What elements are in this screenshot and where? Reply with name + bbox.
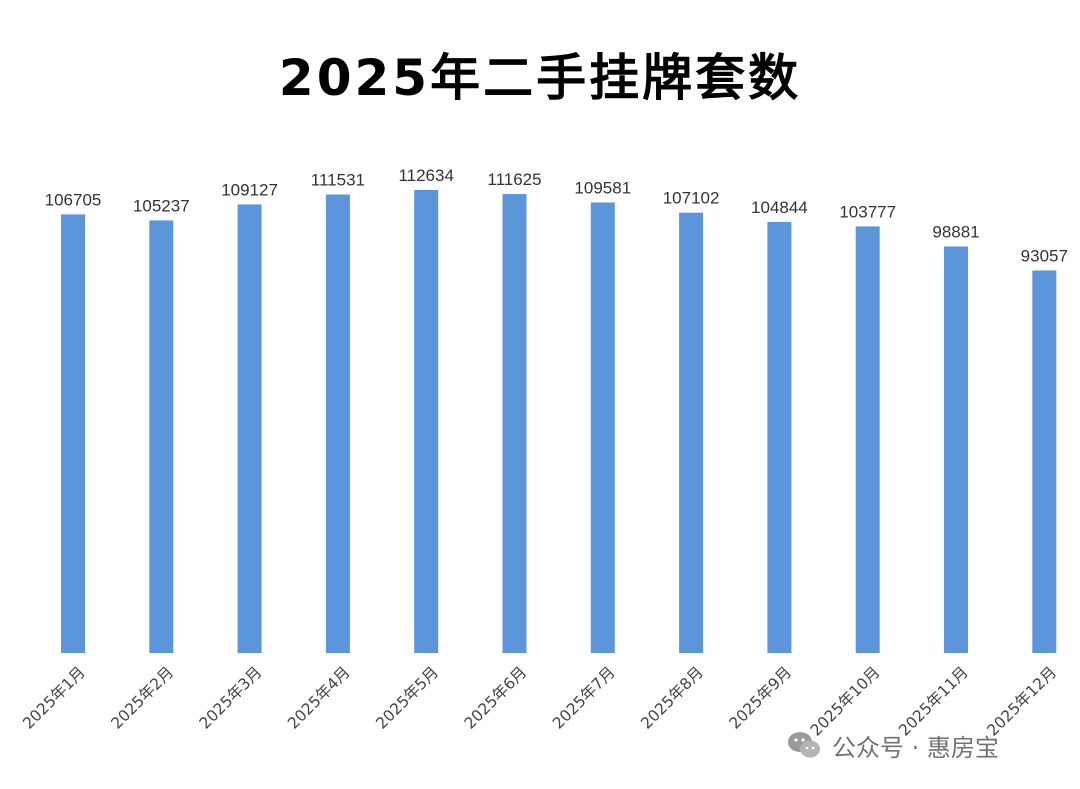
data-label-10: 103777: [839, 202, 896, 221]
x-tick-label-7: 2025年7月: [549, 663, 619, 733]
wechat-icon: [788, 732, 820, 758]
bar-11: [944, 246, 968, 653]
x-tick-label-3: 2025年3月: [196, 663, 266, 733]
bar-4: [325, 194, 350, 653]
data-label-1: 106705: [45, 190, 102, 209]
bar-7: [590, 202, 615, 653]
x-tick-label-2: 2025年2月: [108, 663, 178, 733]
x-tick-label-8: 2025年8月: [637, 663, 707, 733]
bar-10: [855, 226, 880, 653]
bar-12: [1032, 270, 1057, 653]
data-label-9: 104844: [751, 198, 808, 217]
data-label-6: 111625: [487, 170, 541, 189]
data-label-11: 98881: [932, 223, 979, 242]
data-label-12: 93057: [1021, 247, 1068, 266]
bar-6: [502, 194, 527, 653]
data-label-4: 111531: [311, 171, 365, 190]
chart-title: 2025年二手挂牌套数: [278, 49, 802, 107]
watermark: 公众号 · 惠房宝: [786, 728, 999, 762]
data-label-8: 107102: [663, 189, 720, 208]
bar-1: [61, 214, 85, 653]
bar-5: [414, 190, 439, 653]
bar-2: [149, 220, 174, 653]
x-tick-label-5: 2025年5月: [373, 663, 443, 733]
x-tick-label-6: 2025年6月: [461, 663, 531, 733]
data-label-3: 109127: [221, 180, 278, 199]
data-label-2: 105237: [133, 196, 190, 215]
x-tick-label-9: 2025年9月: [726, 663, 796, 733]
bar-8: [679, 212, 704, 653]
x-tick-label-4: 2025年4月: [284, 663, 354, 733]
watermark-text: 公众号 · 惠房宝: [832, 733, 999, 762]
bar-9: [767, 222, 792, 653]
x-tick-label-1: 2025年1月: [19, 663, 89, 733]
bar-3: [237, 204, 262, 653]
data-label-5: 112634: [398, 166, 453, 185]
data-label-7: 109581: [574, 179, 631, 198]
